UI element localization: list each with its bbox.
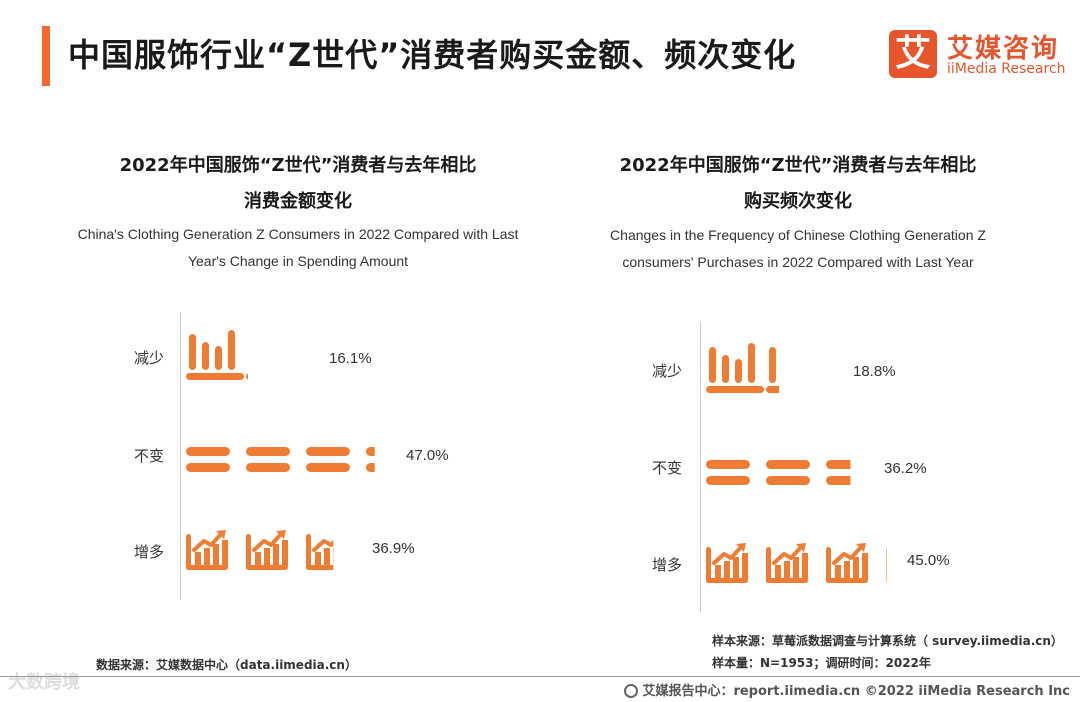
chart2-axis	[700, 322, 701, 612]
chart2-bar-decrease	[706, 343, 780, 393]
footer-divider	[0, 676, 1080, 677]
chart2-subtitle-line1: Changes in the Frequency of Chinese Clot…	[610, 227, 986, 243]
chart1-value-label-increase: 36.9%	[372, 540, 415, 557]
sample-size-note: 样本量：N=1953；调研时间：2022年	[712, 656, 931, 670]
page-title: 中国服饰行业“Z世代”消费者购买金额、频次变化	[68, 36, 797, 74]
watermark: 大数跨境	[8, 672, 80, 693]
chart1-subtitle-line2: Year's Change in Spending Amount	[187, 253, 409, 269]
chart2-cat-label-decrease: 减少	[652, 362, 683, 380]
title-accent-bar	[42, 26, 50, 86]
chart1-value-label-same: 47.0%	[406, 447, 449, 464]
chart1-axis	[180, 312, 181, 600]
logo-en-text: iiMedia Research	[947, 61, 1066, 77]
chart2-title-line1: 2022年中国服饰“Z世代”消费者与去年相比	[619, 155, 977, 176]
logo-cn-text: 艾媒咨询	[947, 34, 1060, 64]
chart2-subtitle-line2: consumers' Purchases in 2022 Compared wi…	[622, 254, 974, 270]
chart2-value-label-increase: 45.0%	[907, 552, 950, 569]
chart2-title: 2022年中国服饰“Z世代”消费者与去年相比 购买频次变化	[540, 148, 1056, 220]
chart1-title-line2: 消费金额变化	[244, 191, 352, 212]
iimedia-logo: 艾 艾媒咨询 iiMedia Research	[889, 28, 1069, 82]
chart1-value-label-decrease: 16.1%	[329, 350, 372, 367]
chart2-cat-label-same: 不变	[652, 459, 683, 477]
footer-text: 艾媒报告中心：report.iimedia.cn ©2022 iiMedia R…	[642, 684, 1070, 699]
chart1-cat-label-increase: 增多	[134, 543, 165, 561]
chart2-bar-same	[706, 460, 851, 485]
chart2-bar-increase	[704, 541, 887, 585]
chart2-subtitle: Changes in the Frequency of Chinese Clot…	[540, 222, 1056, 276]
footer: 艾媒报告中心：report.iimedia.cn ©2022 iiMedia R…	[624, 680, 1070, 699]
chart1-subtitle-line1: China's Clothing Generation Z Consumers …	[77, 226, 519, 242]
chart1-bar-decrease	[186, 330, 249, 380]
chart2-value-label-same: 36.2%	[884, 460, 927, 477]
chart2-cat-label-increase: 增多	[652, 556, 683, 574]
chart1-subtitle: China's Clothing Generation Z Consumers …	[30, 221, 566, 275]
globe-icon	[624, 684, 639, 698]
chart1-cat-label-same: 不变	[134, 447, 165, 465]
chart2-value-label-decrease: 18.8%	[853, 363, 896, 380]
chart1-bar-same	[186, 447, 375, 472]
chart1-title-line1: 2022年中国服饰“Z世代”消费者与去年相比	[119, 155, 477, 176]
chart1-title: 2022年中国服饰“Z世代”消费者与去年相比 消费金额变化	[40, 148, 556, 220]
chart1-bar-increase	[184, 528, 334, 572]
chart2-title-line2: 购买频次变化	[744, 191, 852, 212]
logo-mark: 艾	[889, 30, 937, 78]
chart1-cat-label-decrease: 减少	[134, 349, 165, 367]
data-source-note: 数据来源：艾媒数据中心（data.iimedia.cn）	[96, 658, 357, 672]
sample-source-note: 样本来源：草莓派数据调查与计算系统（ survey.iimedia.cn）	[712, 634, 1063, 648]
